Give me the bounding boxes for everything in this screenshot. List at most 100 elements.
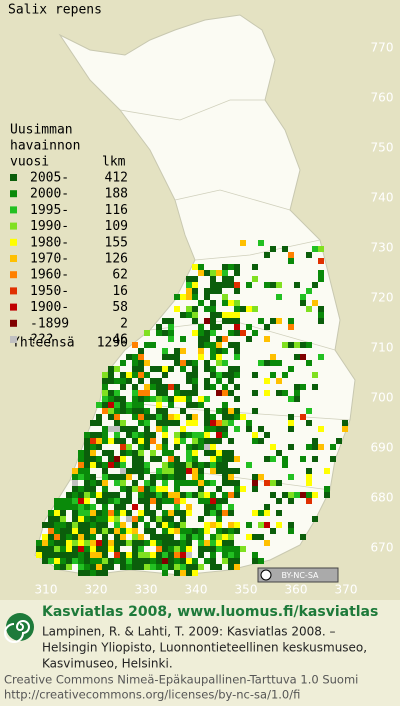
observation-square — [222, 348, 228, 354]
legend-label: 1960- — [30, 268, 69, 283]
observation-square — [252, 432, 258, 438]
observation-square — [264, 510, 270, 516]
observation-square — [294, 390, 300, 396]
observation-square — [144, 486, 150, 492]
observation-square — [228, 474, 234, 480]
x-grid-label: 360 — [285, 583, 308, 597]
observation-square — [126, 354, 132, 360]
observation-square — [192, 534, 198, 540]
observation-square — [96, 546, 102, 552]
observation-square — [282, 246, 288, 252]
observation-square — [234, 372, 240, 378]
observation-square — [192, 468, 198, 474]
observation-square — [228, 558, 234, 564]
observation-square — [84, 444, 90, 450]
observation-square — [186, 360, 192, 366]
observation-square — [144, 330, 150, 336]
observation-square — [300, 300, 306, 306]
observation-square — [78, 528, 84, 534]
observation-square — [126, 486, 132, 492]
observation-square — [174, 420, 180, 426]
observation-square — [234, 408, 240, 414]
observation-square — [102, 462, 108, 468]
observation-square — [168, 522, 174, 528]
observation-square — [222, 468, 228, 474]
observation-square — [210, 324, 216, 330]
observation-square — [216, 510, 222, 516]
observation-square — [60, 498, 66, 504]
observation-square — [318, 258, 324, 264]
observation-square — [252, 534, 258, 540]
observation-square — [126, 444, 132, 450]
observation-square — [144, 372, 150, 378]
license-line: Creative Commons Nimeä-Epäkaupallinen-Ta… — [4, 673, 358, 687]
observation-square — [162, 408, 168, 414]
observation-square — [144, 396, 150, 402]
observation-square — [192, 432, 198, 438]
observation-square — [216, 270, 222, 276]
observation-square — [132, 384, 138, 390]
observation-square — [162, 354, 168, 360]
observation-square — [90, 474, 96, 480]
legend-header: havainnon — [10, 139, 80, 154]
observation-square — [162, 480, 168, 486]
observation-square — [66, 522, 72, 528]
observation-square — [186, 420, 192, 426]
observation-square — [108, 516, 114, 522]
observation-square — [228, 366, 234, 372]
observation-square — [78, 492, 84, 498]
observation-square — [162, 372, 168, 378]
observation-square — [270, 528, 276, 534]
observation-square — [126, 528, 132, 534]
x-grid-label: 310 — [35, 583, 58, 597]
observation-square — [162, 318, 168, 324]
observation-square — [72, 486, 78, 492]
observation-square — [264, 504, 270, 510]
observation-square — [162, 444, 168, 450]
observation-square — [312, 384, 318, 390]
observation-square — [174, 570, 180, 576]
observation-square — [228, 540, 234, 546]
observation-square — [90, 546, 96, 552]
observation-square — [102, 540, 108, 546]
observation-square — [222, 558, 228, 564]
observation-square — [216, 528, 222, 534]
observation-square — [162, 414, 168, 420]
observation-square — [198, 480, 204, 486]
observation-square — [114, 516, 120, 522]
observation-square — [210, 372, 216, 378]
observation-square — [60, 504, 66, 510]
observation-square — [84, 504, 90, 510]
observation-square — [138, 348, 144, 354]
observation-square — [228, 264, 234, 270]
observation-square — [168, 420, 174, 426]
observation-square — [222, 480, 228, 486]
observation-square — [216, 312, 222, 318]
observation-square — [138, 402, 144, 408]
observation-square — [180, 366, 186, 372]
observation-square — [138, 552, 144, 558]
observation-square — [120, 552, 126, 558]
observation-square — [234, 414, 240, 420]
observation-square — [102, 432, 108, 438]
observation-square — [150, 510, 156, 516]
observation-square — [144, 492, 150, 498]
observation-square — [102, 546, 108, 552]
observation-square — [234, 552, 240, 558]
observation-square — [84, 516, 90, 522]
citation-line: Helsingin Yliopisto, Luonnontieteellinen… — [42, 641, 367, 655]
observation-square — [114, 540, 120, 546]
observation-square — [252, 474, 258, 480]
legend-count: 2 — [120, 316, 128, 331]
observation-squares — [36, 240, 348, 576]
observation-square — [96, 570, 102, 576]
observation-square — [138, 558, 144, 564]
observation-square — [174, 552, 180, 558]
observation-square — [234, 564, 240, 570]
observation-square — [132, 540, 138, 546]
observation-square — [132, 426, 138, 432]
observation-square — [210, 348, 216, 354]
observation-square — [342, 420, 348, 426]
observation-square — [192, 288, 198, 294]
observation-square — [234, 306, 240, 312]
